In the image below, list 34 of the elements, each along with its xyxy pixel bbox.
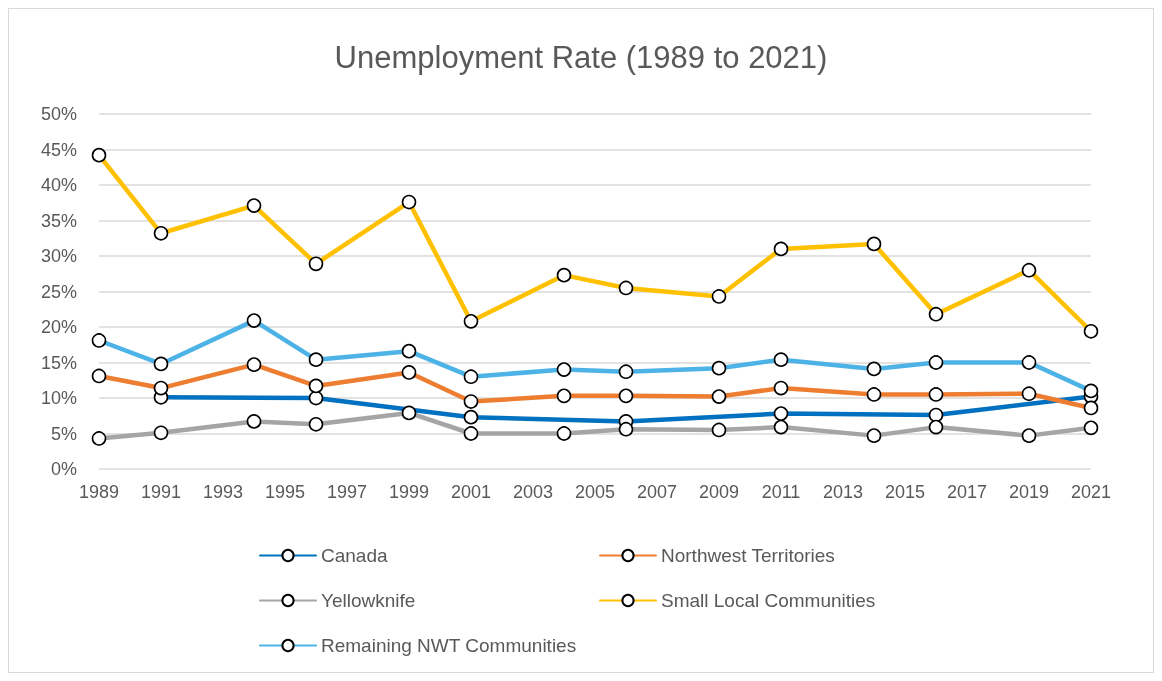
y-tick-label: 5% [50,423,77,444]
x-tick-label: 2009 [698,482,740,502]
x-tick-label: 2013 [822,482,864,502]
y-tick-label: 0% [50,459,77,479]
x-tick-label: 2007 [636,482,678,502]
x-tick-label: 1997 [326,482,368,502]
y-tick-label: 35% [40,210,77,231]
y-tick-label: 45% [40,139,77,160]
legend-label: Remaining NWT Communities [321,635,577,656]
y-tick-label: 30% [40,246,77,266]
x-tick-label: 1995 [264,482,306,502]
y-tick-label: 50% [40,104,77,124]
chart-title: Unemployment Rate (1989 to 2021) [334,40,828,75]
x-tick-label: 1989 [78,482,120,502]
x-tick-label: 2011 [761,482,801,502]
x-tick-label: 2021 [1070,482,1112,502]
x-tick-label: 1999 [388,482,430,502]
legend-label: Small Local Communities [661,590,876,611]
x-tick-label: 2001 [450,482,492,502]
y-tick-label: 20% [40,317,77,337]
legend-label: Northwest Territories [661,545,835,566]
legend-label: Yellowknife [321,590,416,611]
y-tick-label: 25% [40,281,77,302]
x-tick-label: 2005 [574,482,616,502]
x-tick-label: 2003 [512,482,554,502]
y-tick-label: 10% [40,388,77,408]
y-tick-label: 40% [40,175,77,195]
x-tick-label: 1993 [202,482,244,502]
x-tick-label: 1991 [140,482,182,502]
legend-label: Canada [321,545,388,566]
x-tick-label: 2017 [946,482,988,502]
x-tick-label: 2019 [1008,482,1050,502]
x-tick-label: 2015 [884,482,926,502]
y-tick-label: 15% [40,352,77,373]
